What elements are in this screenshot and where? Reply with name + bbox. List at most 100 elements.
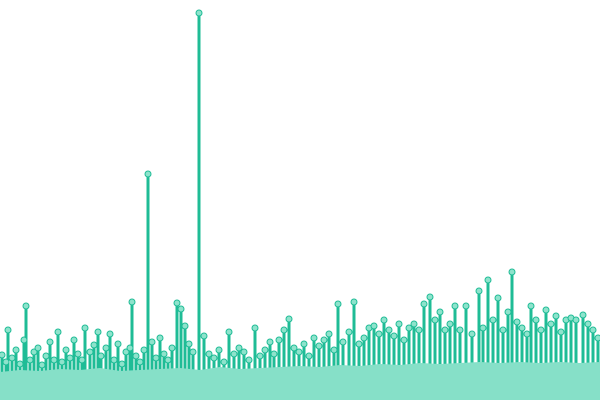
marker	[240, 348, 248, 356]
marker	[380, 316, 388, 324]
marker	[339, 338, 347, 346]
marker	[102, 344, 110, 352]
marker	[451, 302, 459, 310]
marker	[456, 326, 464, 334]
marker	[300, 340, 308, 348]
marker	[475, 287, 483, 295]
marker	[148, 338, 156, 346]
marker	[46, 338, 54, 346]
marker	[210, 354, 218, 362]
marker	[58, 358, 66, 366]
marker	[489, 316, 497, 324]
marker	[110, 356, 118, 364]
marker	[78, 356, 86, 364]
marker	[579, 311, 587, 319]
marker	[22, 302, 30, 310]
marker	[400, 336, 408, 344]
marker	[189, 348, 197, 356]
marker	[34, 344, 42, 352]
marker	[16, 360, 24, 368]
marker	[320, 336, 328, 344]
marker	[446, 320, 454, 328]
marker	[215, 346, 223, 354]
marker	[225, 328, 233, 336]
marker	[128, 298, 136, 306]
marker	[405, 324, 413, 332]
marker	[42, 352, 50, 360]
marker	[168, 344, 176, 352]
marker	[594, 334, 600, 342]
marker	[523, 330, 531, 338]
marker	[542, 306, 550, 314]
marker	[256, 352, 264, 360]
marker	[410, 320, 418, 328]
marker	[280, 326, 288, 334]
marker	[144, 170, 152, 178]
marker	[106, 330, 114, 338]
marker	[8, 354, 16, 362]
marker	[355, 340, 363, 348]
marker	[26, 356, 34, 364]
marker	[152, 354, 160, 362]
marker	[390, 332, 398, 340]
marker	[310, 334, 318, 342]
marker	[285, 315, 293, 323]
marker	[20, 336, 28, 344]
marker	[173, 299, 181, 307]
marker	[261, 346, 269, 354]
marker	[230, 350, 238, 358]
marker	[375, 330, 383, 338]
marker	[38, 361, 46, 369]
marker	[370, 322, 378, 330]
marker	[50, 356, 58, 364]
marker	[436, 308, 444, 316]
marker	[181, 322, 189, 330]
marker	[0, 351, 6, 359]
marker	[200, 332, 208, 340]
marker	[441, 326, 449, 334]
marker	[86, 348, 94, 356]
marker	[584, 320, 592, 328]
marker	[70, 336, 78, 344]
marker	[94, 328, 102, 336]
marker	[431, 316, 439, 324]
marker	[420, 300, 428, 308]
marker	[499, 326, 507, 334]
marker	[177, 305, 185, 313]
marker	[30, 348, 38, 356]
marker	[547, 320, 555, 328]
marker	[66, 354, 74, 362]
marker	[360, 334, 368, 342]
marker	[345, 328, 353, 336]
marker	[504, 308, 512, 316]
marker	[270, 350, 278, 358]
marker	[118, 360, 126, 368]
area	[0, 362, 600, 400]
marker	[136, 358, 144, 366]
marker	[74, 350, 82, 358]
marker	[81, 324, 89, 332]
marker	[275, 336, 283, 344]
marker	[140, 346, 148, 354]
marker	[97, 352, 105, 360]
marker	[494, 294, 502, 302]
marker	[156, 334, 164, 342]
marker	[290, 344, 298, 352]
marker	[62, 346, 70, 354]
marker	[532, 316, 540, 324]
marker	[479, 324, 487, 332]
marker	[527, 302, 535, 310]
marker	[266, 338, 274, 346]
marker	[385, 326, 393, 334]
marker	[114, 340, 122, 348]
marker	[589, 326, 597, 334]
marker	[552, 312, 560, 320]
marker	[350, 298, 358, 306]
marker	[132, 352, 140, 360]
marker	[334, 300, 342, 308]
marker	[325, 330, 333, 338]
marker	[395, 320, 403, 328]
marker	[295, 348, 303, 356]
marker	[537, 326, 545, 334]
